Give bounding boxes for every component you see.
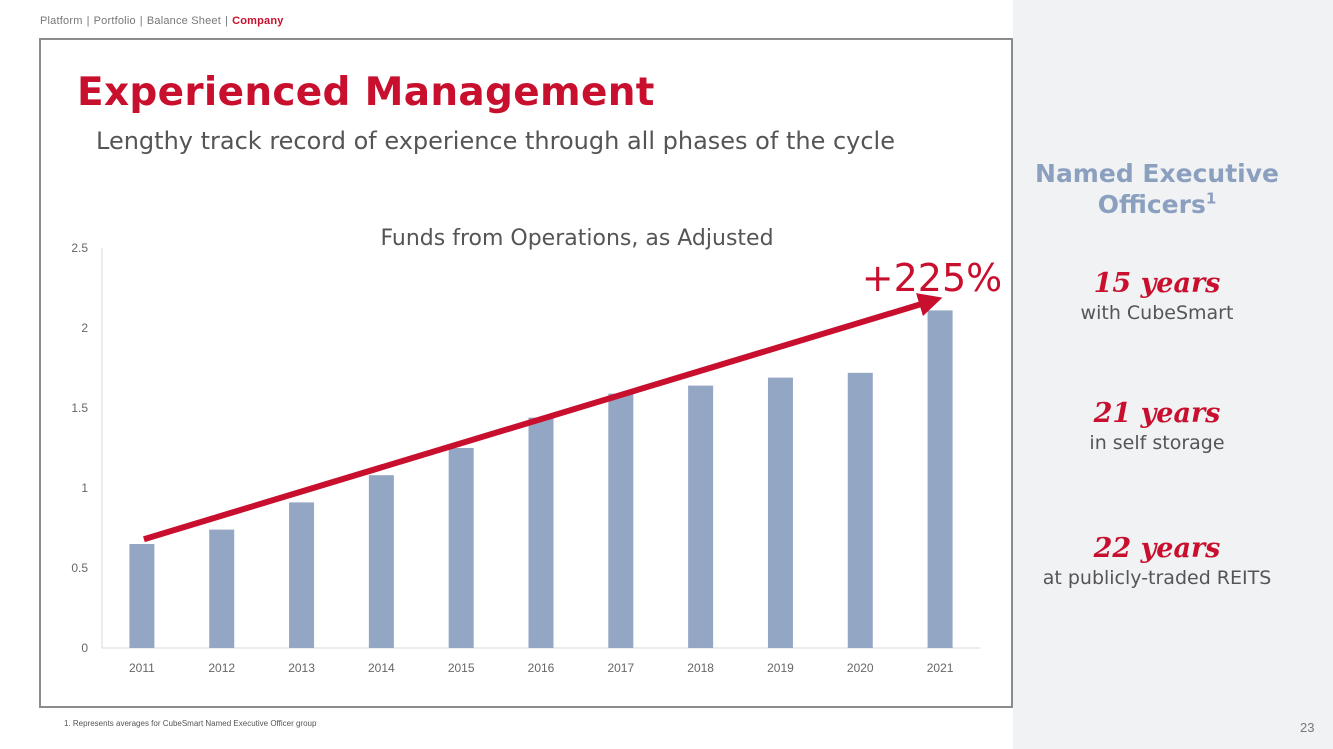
breadcrumb-item-company[interactable]: Company [232, 15, 284, 27]
side-panel-heading: Named Executive Officers1 [1013, 158, 1301, 220]
page-number: 23 [1300, 720, 1315, 735]
bar-2021 [927, 310, 953, 648]
bar-2015 [448, 448, 474, 648]
x-tick-label: 2012 [208, 661, 235, 675]
stat-label: in self storage [1089, 432, 1225, 454]
y-tick-label: 2.5 [71, 241, 88, 255]
trend-arrow [143, 293, 943, 543]
x-tick-label: 2020 [847, 661, 874, 675]
stat-tenure-cubesmart: 15 years with CubeSmart [1013, 268, 1301, 326]
ffo-bar-chart: Funds from Operations, as Adjusted 0 0.5 1 1… [71, 226, 1000, 675]
stat-label: at publicly-traded REITS [1042, 567, 1272, 589]
chart-title: Funds from Operations, as Adjusted [380, 226, 773, 251]
stat-value: 15 years [1093, 268, 1221, 299]
x-tick-label: 2014 [368, 661, 395, 675]
stat-value: 22 years [1093, 533, 1221, 564]
bar-2014 [368, 475, 394, 648]
growth-annotation: +225% [862, 256, 1000, 300]
breadcrumb-item-portfolio[interactable]: Portfolio [93, 15, 136, 27]
bar-2016 [528, 417, 554, 648]
bar-2018 [688, 385, 714, 648]
x-tick-label: 2015 [448, 661, 475, 675]
breadcrumb-separator: | [139, 15, 143, 27]
stat-tenure-self-storage: 21 years in self storage [1013, 398, 1301, 456]
page-subtitle: Lengthy track record of experience throu… [96, 127, 895, 155]
breadcrumb-separator: | [86, 15, 90, 27]
breadcrumb-item-balance-sheet[interactable]: Balance Sheet [146, 15, 221, 27]
x-tick-label: 2021 [927, 661, 954, 675]
y-tick-label: 1 [81, 481, 88, 495]
y-tick-label: 1.5 [71, 401, 88, 415]
breadcrumb: Platform | Portfolio | Balance Sheet | Company [40, 15, 284, 27]
bar-2012 [209, 529, 235, 648]
x-tick-label: 2018 [687, 661, 714, 675]
stat-value: 21 years [1093, 398, 1221, 429]
x-tick-label: 2017 [607, 661, 634, 675]
breadcrumb-item-platform[interactable]: Platform [40, 15, 83, 27]
x-tick-label: 2011 [129, 661, 155, 675]
footnote: 1. Represents averages for CubeSmart Nam… [64, 719, 317, 728]
x-tick-label: 2016 [528, 661, 555, 675]
side-panel-heading-text: Named Executive Officers [1035, 159, 1279, 219]
bar-2011 [129, 544, 155, 648]
breadcrumb-separator: | [225, 15, 229, 27]
bar-2019 [767, 377, 793, 648]
side-panel [1013, 0, 1333, 749]
footnote-marker: 1 [1205, 189, 1217, 208]
bar-2020 [847, 372, 873, 648]
x-tick-label: 2019 [767, 661, 794, 675]
stat-tenure-reits: 22 years at publicly-traded REITS [1013, 533, 1301, 591]
y-tick-label: 0.5 [71, 561, 88, 575]
page-title: Experienced Management [77, 70, 655, 115]
y-tick-label: 2 [81, 321, 88, 335]
bar-2017 [608, 393, 634, 648]
y-tick-label: 0 [81, 641, 88, 655]
x-tick-label: 2013 [288, 661, 315, 675]
stat-label: with CubeSmart [1080, 302, 1234, 324]
bar-2013 [289, 502, 315, 648]
